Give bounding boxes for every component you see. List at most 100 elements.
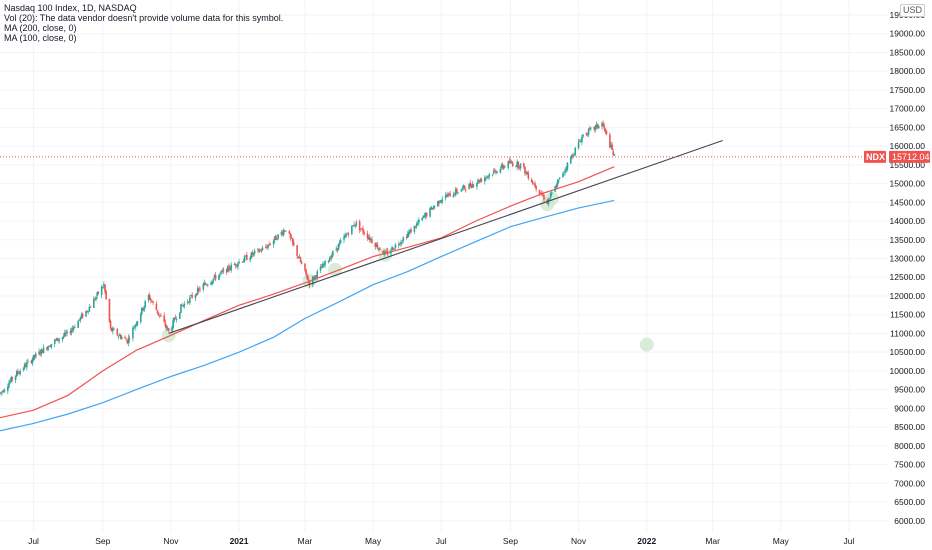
candle-body bbox=[135, 324, 138, 325]
candle-body bbox=[496, 172, 498, 174]
candle-body bbox=[437, 201, 439, 206]
candle-body bbox=[343, 236, 345, 240]
price-tag-label: 15712.04 bbox=[892, 152, 930, 162]
candle-body bbox=[160, 315, 162, 317]
ma100-series bbox=[0, 166, 615, 419]
candle-body bbox=[225, 268, 228, 273]
candle-body bbox=[26, 362, 28, 368]
candle-body bbox=[266, 247, 268, 249]
candle-body bbox=[175, 318, 178, 320]
candle-body bbox=[564, 169, 566, 173]
candle-body bbox=[476, 183, 478, 187]
ma100-line bbox=[0, 166, 615, 419]
y-tick-label: 18000.00 bbox=[890, 66, 926, 76]
candle-body bbox=[275, 235, 277, 240]
legend-ma100[interactable]: MA (100, close, 0) bbox=[4, 33, 77, 43]
candle-body bbox=[405, 236, 408, 239]
legend-ma200[interactable]: MA (200, close, 0) bbox=[4, 23, 77, 33]
candle-body bbox=[580, 141, 582, 143]
currency-badge[interactable]: USD bbox=[900, 4, 926, 17]
candle-body bbox=[198, 288, 200, 290]
candle-body bbox=[86, 310, 88, 312]
candle-body bbox=[351, 225, 353, 235]
candle-body bbox=[267, 244, 269, 248]
x-tick-label: Sep bbox=[95, 536, 110, 546]
candle-body bbox=[423, 215, 426, 217]
candle-body bbox=[173, 317, 176, 321]
legend-title[interactable]: Nasdaq 100 Index, 1D, NASDAQ bbox=[4, 3, 137, 13]
candle-body bbox=[7, 386, 9, 391]
candle-body bbox=[504, 166, 506, 168]
candle-body bbox=[195, 293, 198, 296]
candle-body bbox=[535, 185, 537, 190]
candle-body bbox=[244, 255, 247, 257]
candle-body bbox=[1, 391, 4, 393]
candle-body bbox=[610, 144, 612, 148]
candle-body bbox=[425, 212, 428, 217]
candle-body bbox=[430, 207, 432, 209]
candle-body bbox=[393, 248, 396, 250]
candle-body bbox=[96, 292, 98, 297]
candle-body bbox=[289, 233, 292, 238]
candle-body bbox=[577, 141, 580, 149]
candle-body bbox=[604, 128, 607, 132]
x-tick-label: Nov bbox=[571, 536, 587, 546]
candle-body bbox=[81, 313, 84, 318]
candle-body bbox=[563, 172, 565, 174]
x-tick-label: May bbox=[365, 536, 382, 546]
candle-body bbox=[495, 170, 497, 173]
candle-body bbox=[179, 312, 181, 319]
candle-body bbox=[578, 140, 581, 142]
candle-body bbox=[304, 263, 306, 270]
candle-body bbox=[486, 176, 488, 178]
y-tick-label: 8000.00 bbox=[894, 441, 925, 451]
candle-body bbox=[586, 133, 589, 136]
candle-body bbox=[249, 257, 252, 261]
candle-body bbox=[165, 325, 168, 329]
y-tick-label: 10000.00 bbox=[890, 366, 926, 376]
candle-body bbox=[166, 327, 169, 329]
candle-body bbox=[487, 176, 489, 178]
x-tick-label: May bbox=[773, 536, 790, 546]
candle-body bbox=[65, 332, 67, 334]
candle-body bbox=[449, 193, 451, 197]
candle-body bbox=[594, 126, 597, 130]
time-axis: Jul Sep Nov 2021 Mar May Jul Sep Nov 2022 Mar May Ju… bbox=[28, 536, 854, 546]
candle-body bbox=[485, 177, 487, 178]
candle-body bbox=[253, 250, 256, 254]
candle-body bbox=[472, 185, 475, 187]
candle-body bbox=[463, 185, 466, 189]
candle-body bbox=[572, 155, 574, 157]
candle-body bbox=[612, 151, 615, 155]
candle-body bbox=[581, 136, 583, 142]
symbol-tag bbox=[864, 150, 886, 163]
candle-body bbox=[3, 390, 6, 392]
candle-body bbox=[523, 163, 525, 167]
candle-body bbox=[97, 291, 100, 294]
candle-body bbox=[190, 295, 192, 297]
candle-body bbox=[186, 301, 189, 303]
candle-body bbox=[32, 355, 35, 361]
candle-body bbox=[501, 164, 504, 169]
candle-body bbox=[327, 260, 330, 262]
candle-body bbox=[242, 260, 245, 263]
candle-body bbox=[400, 242, 402, 245]
candle-body bbox=[488, 174, 491, 177]
candle-body bbox=[323, 264, 325, 266]
candle-body bbox=[366, 233, 369, 239]
candle-body bbox=[273, 236, 276, 240]
candle-body bbox=[213, 275, 216, 278]
candle-body bbox=[571, 154, 573, 158]
legend-volume-note[interactable]: Vol (20): The data vendor doesn't provid… bbox=[4, 13, 284, 23]
candle-body bbox=[526, 172, 529, 175]
candle-body bbox=[454, 189, 457, 196]
candle-body bbox=[128, 338, 131, 340]
candle-body bbox=[421, 217, 424, 221]
candle-body bbox=[499, 168, 502, 173]
candle-body bbox=[243, 255, 246, 262]
candle-body bbox=[187, 301, 190, 303]
candle-body bbox=[280, 231, 283, 235]
candle-body bbox=[362, 228, 364, 233]
candle-body bbox=[386, 251, 389, 255]
